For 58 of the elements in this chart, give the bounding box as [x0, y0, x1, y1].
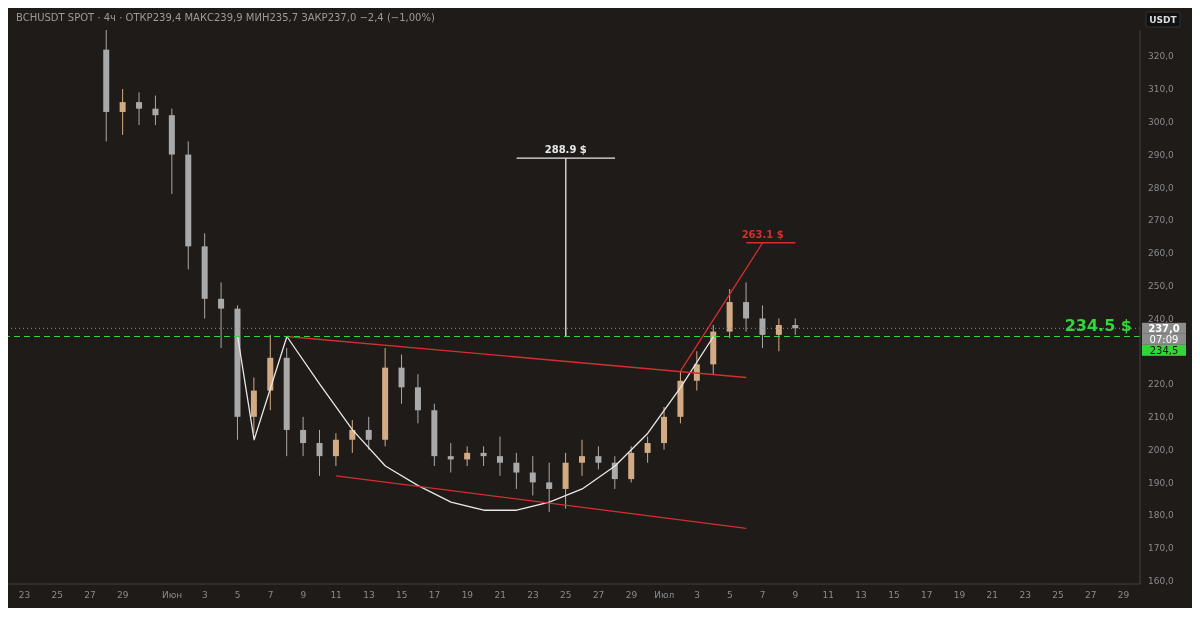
x-tick-label: 5 — [726, 590, 733, 601]
ref-line-label: 237,0 — [1148, 322, 1180, 334]
y-tick-label: 320,0 — [1148, 51, 1175, 62]
x-tick-label: 25 — [560, 590, 572, 601]
y-tick-label: 190,0 — [1148, 477, 1175, 488]
chart-title: BCHUSDT SPOT · 4ч · ОТКР239,4 МАКС239,9 МИН235,7 ЗАКР237,0 −2,4 (−1,00%) — [16, 12, 435, 23]
x-tick-label: 27 — [84, 590, 96, 601]
y-tick-label: 200,0 — [1148, 444, 1175, 455]
x-tick-label: 29 — [625, 590, 638, 601]
x-tick-label: 17 — [921, 590, 933, 601]
x-tick-label: 25 — [1052, 590, 1064, 601]
text: 07:09 — [1149, 333, 1179, 345]
y-tick-label: 210,0 — [1148, 412, 1175, 423]
y-tick-label: 260,0 — [1148, 248, 1175, 259]
y-tick-label: 270,0 — [1148, 215, 1175, 226]
y-axis-title: USDT — [1149, 15, 1178, 25]
y-tick-label: 160,0 — [1148, 575, 1175, 586]
x-tick-label: 27 — [1085, 590, 1097, 601]
x-tick-label: 29 — [1117, 590, 1130, 601]
x-tick-label: 15 — [396, 590, 408, 601]
y-tick-label: 170,0 — [1148, 543, 1175, 554]
x-tick-label: 13 — [363, 590, 375, 601]
x-tick-label: 9 — [300, 590, 307, 601]
x-tick-label: 5 — [234, 590, 241, 601]
x-tick-label: 9 — [792, 590, 799, 601]
y-tick-label: 300,0 — [1148, 116, 1175, 127]
y-tick-label: 220,0 — [1148, 379, 1175, 390]
ref-line-label: 234.5 $ — [1064, 315, 1132, 335]
x-tick-label: 21 — [986, 590, 999, 601]
y-tick-label: 250,0 — [1148, 280, 1175, 291]
x-tick-label: 23 — [18, 590, 31, 601]
x-tick-label: Июн — [161, 590, 183, 601]
y-tick-label: 240,0 — [1148, 313, 1175, 324]
x-tick-label: 19 — [953, 590, 966, 601]
text: 234,5 — [1149, 344, 1179, 356]
x-tick-label: Июл — [654, 590, 675, 601]
x-tick-label: 23 — [1019, 590, 1031, 601]
x-tick-label: 13 — [855, 590, 867, 601]
x-tick-label: 29 — [117, 590, 129, 601]
y-tick-label: 180,0 — [1148, 510, 1175, 521]
x-tick-label: 19 — [461, 590, 474, 601]
x-tick-label: 11 — [330, 590, 342, 601]
x-tick-label: 23 — [527, 590, 539, 601]
x-tick-label: 3 — [202, 590, 208, 601]
x-tick-label: 21 — [494, 590, 506, 601]
x-tick-label: 7 — [267, 590, 274, 601]
x-tick-label: 17 — [428, 590, 441, 601]
y-tick-label: 280,0 — [1148, 182, 1175, 193]
x-tick-label: 7 — [759, 590, 766, 601]
annotation: 263.1 $ — [741, 228, 784, 240]
x-tick-label: 25 — [51, 590, 63, 601]
x-tick-label: 27 — [592, 590, 605, 601]
y-tick-label: 310,0 — [1148, 84, 1175, 95]
annotation: 288.9 $ — [544, 144, 587, 156]
x-tick-label: 15 — [888, 590, 900, 601]
x-tick-label: 11 — [822, 590, 835, 601]
x-tick-label: 3 — [694, 590, 700, 601]
y-tick-label: 290,0 — [1148, 149, 1175, 160]
